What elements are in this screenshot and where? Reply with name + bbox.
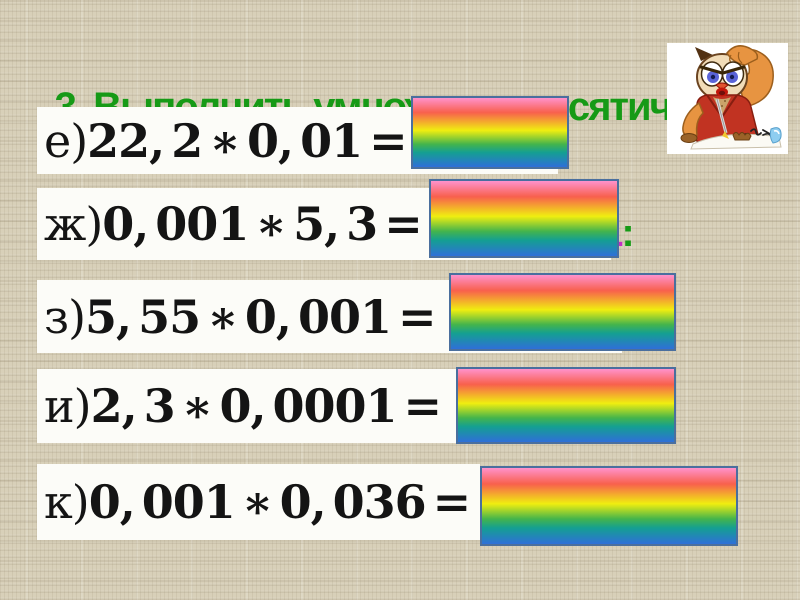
hidden-answer-box-e[interactable] xyxy=(411,96,569,169)
hidden-answer-box-i[interactable] xyxy=(456,367,676,444)
owl-mascot-image xyxy=(667,43,788,154)
problem-expression: 0, 001 ∗ 5, 3 = xyxy=(102,197,422,251)
title-line2-colon: : xyxy=(621,211,634,255)
hidden-answer-box-z[interactable] xyxy=(449,273,676,351)
equation-strip-k: к) 0, 001 ∗ 0, 036 = xyxy=(37,464,480,540)
hidden-answer-box-zh[interactable] xyxy=(429,179,619,258)
problem-label: е) xyxy=(44,113,88,168)
problem-label: и) xyxy=(44,379,92,433)
problem-label: ж) xyxy=(44,197,103,251)
problem-expression: 5, 55 ∗ 0, 001 = xyxy=(85,289,436,344)
problem-label: к) xyxy=(44,475,90,529)
problem-expression: 2, 3 ∗ 0, 0001 = xyxy=(90,379,442,433)
hidden-answer-box-k[interactable] xyxy=(480,466,738,546)
problem-label: з) xyxy=(44,289,86,344)
problem-expression: 0, 001 ∗ 0, 036 = xyxy=(88,475,471,529)
problem-expression: 22, 2 ∗ 0, 01 = xyxy=(87,113,407,168)
owl-scratching-head-icon xyxy=(667,43,788,154)
